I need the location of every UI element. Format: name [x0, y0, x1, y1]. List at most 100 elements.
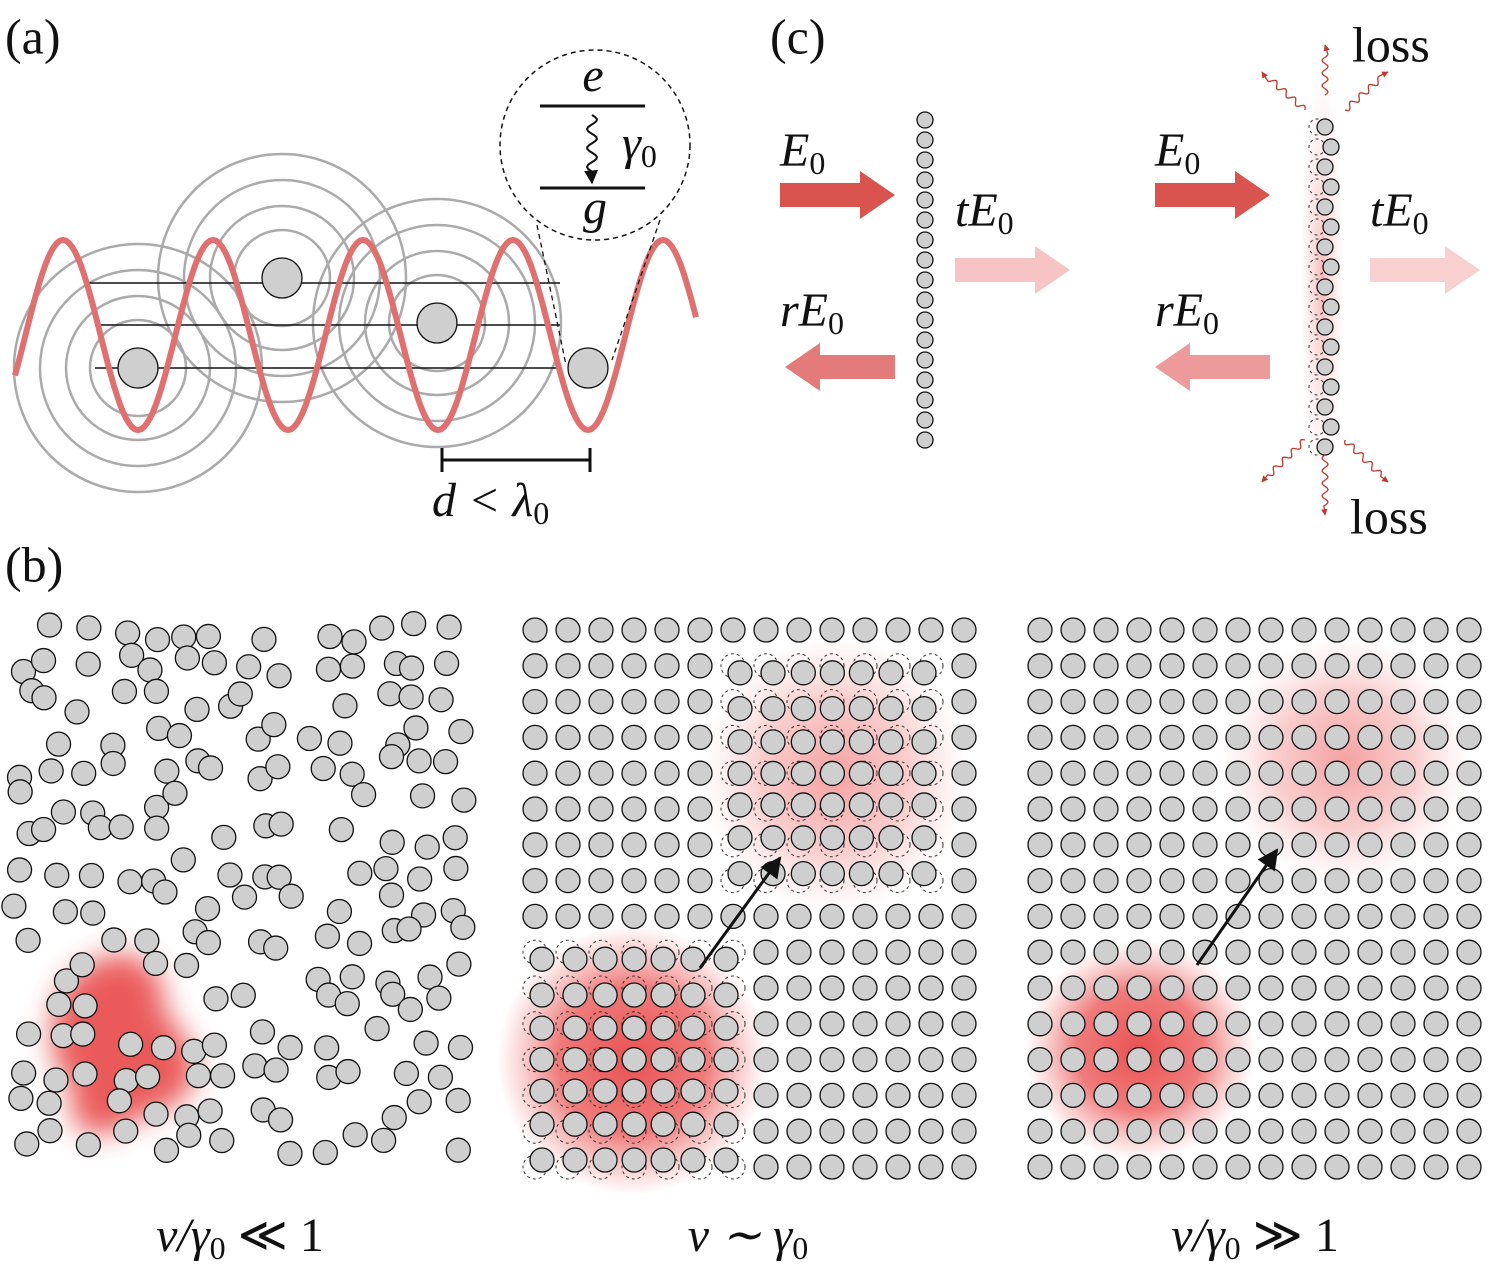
atom	[341, 629, 367, 655]
atom	[1390, 617, 1416, 643]
atom	[848, 860, 875, 887]
atom	[1456, 867, 1482, 894]
transmitted-label: tE0	[955, 184, 1014, 241]
atom	[1390, 724, 1416, 751]
atom	[1357, 1082, 1383, 1109]
atom	[819, 792, 846, 818]
atom	[621, 867, 647, 894]
atom	[1291, 867, 1317, 894]
atom	[588, 903, 614, 930]
atom	[819, 1046, 845, 1073]
atom	[918, 975, 944, 1001]
atom	[848, 760, 875, 787]
wave-ring	[387, 273, 487, 373]
atom	[1027, 1046, 1053, 1073]
atom	[1258, 1011, 1284, 1037]
decay-label: γ0	[622, 117, 657, 174]
atom	[916, 211, 934, 229]
atom	[1423, 903, 1449, 930]
atom	[1456, 760, 1482, 786]
atom	[268, 811, 294, 837]
atom	[185, 1062, 212, 1089]
atom	[1423, 1011, 1449, 1037]
atom	[1126, 688, 1152, 715]
atom	[727, 825, 753, 851]
incident-label: E0	[1154, 124, 1200, 181]
atom	[7, 779, 33, 805]
atom	[195, 929, 222, 956]
atom	[1225, 867, 1251, 894]
atom	[379, 829, 405, 855]
atom	[529, 1078, 555, 1104]
atom	[1423, 688, 1449, 715]
atom	[848, 695, 875, 722]
atom	[1357, 724, 1383, 751]
atom	[1060, 975, 1086, 1001]
atom	[1093, 903, 1119, 930]
atom	[592, 982, 618, 1008]
atom	[30, 816, 57, 843]
atom	[819, 760, 846, 787]
atom	[1390, 1154, 1416, 1180]
atom	[852, 1118, 878, 1144]
atom	[786, 975, 812, 1001]
atom	[1159, 975, 1185, 1001]
atom	[76, 615, 102, 641]
atom	[1324, 1011, 1350, 1037]
atom	[38, 758, 64, 784]
caption: ν ∼ γ0	[688, 1209, 808, 1266]
atom	[819, 825, 846, 851]
atom	[1159, 653, 1185, 679]
atom	[1423, 1082, 1449, 1109]
spacing-bar	[440, 448, 592, 472]
atom	[1060, 760, 1086, 786]
atom	[852, 1082, 878, 1109]
atom	[1225, 1046, 1251, 1073]
atom	[201, 650, 228, 676]
atom	[117, 1031, 144, 1057]
atom	[562, 1078, 588, 1104]
atom	[555, 832, 581, 858]
caption-base: ν/γ	[1171, 1209, 1226, 1262]
atom	[1060, 796, 1086, 822]
atom	[1060, 653, 1086, 679]
atom	[142, 950, 169, 977]
atom	[951, 903, 977, 930]
atom	[713, 1111, 739, 1137]
atom	[46, 991, 72, 1017]
atom	[203, 986, 229, 1012]
decay-arrow	[584, 114, 599, 185]
atom	[1225, 832, 1251, 858]
reflected-sub: 0	[828, 305, 844, 341]
atom	[1093, 867, 1119, 894]
atom	[650, 1111, 676, 1137]
atom	[529, 1111, 555, 1137]
atom	[529, 1147, 555, 1173]
transmitted-sub: 0	[1413, 205, 1429, 241]
atom	[916, 331, 934, 349]
atom	[396, 916, 422, 942]
caption-rest: ≪ 1	[226, 1209, 324, 1262]
atom	[1423, 760, 1449, 786]
atom	[819, 695, 846, 722]
atom	[108, 814, 134, 840]
atom	[650, 946, 676, 972]
atom	[753, 617, 779, 643]
atom	[339, 964, 365, 990]
atom	[209, 1127, 235, 1154]
atom	[654, 832, 680, 858]
atom	[446, 951, 472, 977]
atom	[713, 1147, 739, 1173]
atom	[263, 935, 289, 961]
atom	[416, 302, 458, 344]
atom	[529, 1046, 555, 1073]
atom	[522, 903, 548, 930]
atom	[911, 760, 937, 787]
atom	[113, 1118, 139, 1144]
atom	[680, 1046, 706, 1073]
panel-label: (a)	[5, 8, 61, 64]
atom	[1324, 617, 1350, 643]
atom	[1390, 688, 1416, 715]
atom	[1258, 724, 1284, 751]
atom	[1027, 939, 1053, 965]
